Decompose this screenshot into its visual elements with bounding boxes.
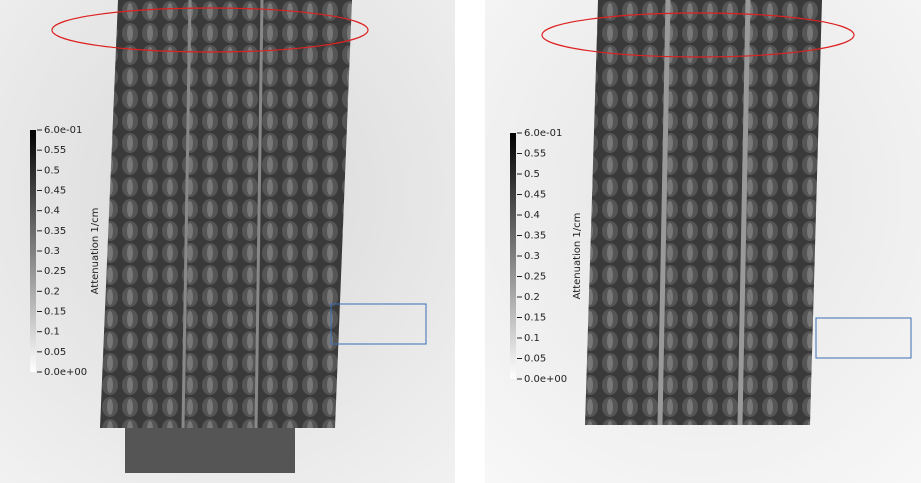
tick-label: 0.2 [44,286,60,297]
tick-label: 0.05 [44,347,66,358]
colorbar [510,133,516,379]
tick-label: 0.4 [524,210,540,221]
tick-label: 0.55 [524,149,546,160]
tick-label: 0.0e+00 [44,367,87,378]
tick-label: 0.25 [44,266,66,277]
tick-label: 0.3 [44,246,60,257]
tick-label: 0.05 [524,354,546,365]
base [125,428,295,473]
tick-label: 0.45 [524,190,546,201]
tick-label: 0.25 [524,272,546,283]
tick-label: 0.2 [524,292,540,303]
tick-label: 0.3 [524,251,540,262]
cylinder [585,0,822,425]
tick-label: 0.1 [524,333,540,344]
colorbar-label: Attenuation 1/cm [90,208,101,295]
tick-label: 0.55 [44,145,66,156]
cylinder [100,0,352,428]
tick-label: 0.5 [524,169,540,180]
tick-label: 0.1 [44,327,60,338]
colorbar-label: Attenuation 1/cm [572,213,583,300]
tick-label: 0.45 [44,186,66,197]
tick-label: 0.0e+00 [524,374,567,385]
figure: 6.0e-01 0.55 0.5 0.45 0.4 0.35 0.3 0.25 0.2 0.15 0… [0,0,921,483]
tick-label: 0.35 [524,231,546,242]
tick-label: 0.4 [44,206,60,217]
tick-label: 0.15 [524,313,546,324]
tick-label: 6.0e-01 [524,128,562,139]
colorbar [30,130,36,372]
tick-label: 6.0e-01 [44,125,82,136]
tick-label: 0.5 [44,165,60,176]
tick-label: 0.35 [44,226,66,237]
tick-label: 0.15 [44,307,66,318]
